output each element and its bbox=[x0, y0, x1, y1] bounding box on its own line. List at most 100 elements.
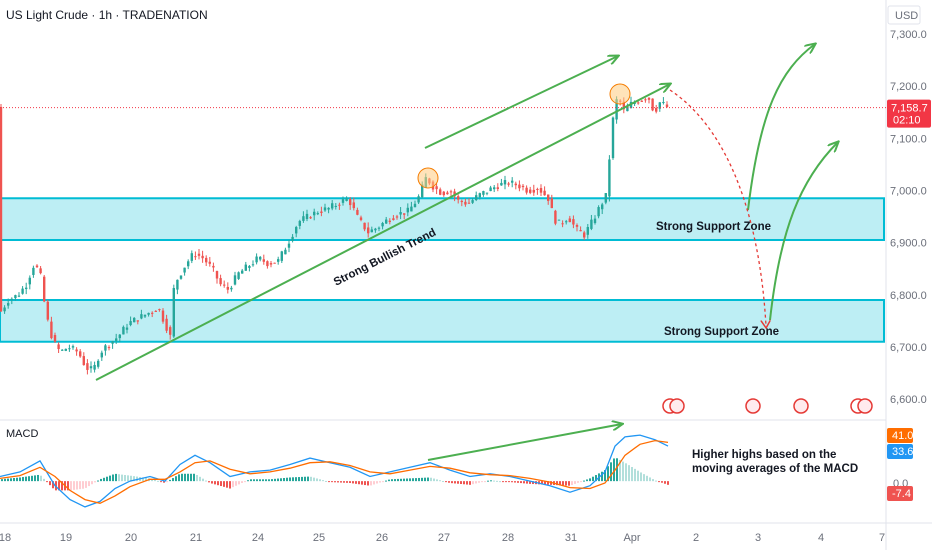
candle-body bbox=[122, 326, 125, 335]
histogram-bar bbox=[286, 477, 288, 482]
histogram-bar bbox=[418, 477, 420, 482]
us-flag-event-icon[interactable] bbox=[669, 398, 685, 414]
candle-body bbox=[439, 189, 442, 195]
histogram-bar bbox=[100, 478, 102, 482]
histogram-bar bbox=[94, 481, 96, 483]
time-tick-label: Apr bbox=[623, 532, 640, 544]
candle-body bbox=[496, 187, 499, 189]
candle-body bbox=[154, 310, 157, 312]
currency-box[interactable] bbox=[887, 5, 921, 25]
macd-higher-high-arrow[interactable] bbox=[427, 424, 622, 461]
trend-arrow-upper[interactable] bbox=[424, 56, 618, 149]
histogram-bar bbox=[271, 479, 273, 482]
histogram-bar bbox=[199, 476, 201, 482]
histogram-bar bbox=[415, 478, 417, 482]
candle-body bbox=[295, 227, 298, 234]
histogram-bar bbox=[478, 481, 480, 483]
candle-body bbox=[467, 202, 471, 204]
histogram-bar bbox=[373, 481, 375, 485]
histogram-bar bbox=[460, 481, 462, 484]
histogram-bar bbox=[385, 480, 387, 482]
histogram-bar bbox=[631, 467, 633, 482]
projection-arrow-lower[interactable] bbox=[769, 142, 838, 321]
histogram-bar bbox=[220, 481, 222, 487]
candle-body bbox=[233, 275, 237, 285]
histogram-bar bbox=[526, 481, 528, 484]
histogram-bar bbox=[145, 477, 147, 482]
histogram-bar bbox=[337, 481, 339, 483]
histogram-bar bbox=[514, 481, 516, 483]
projected-drop-path[interactable] bbox=[669, 89, 766, 326]
histogram-bar bbox=[313, 477, 315, 482]
histogram-bar bbox=[343, 481, 345, 483]
candle-body bbox=[230, 287, 233, 290]
candle-body bbox=[226, 286, 229, 290]
histogram-bar bbox=[382, 481, 384, 483]
time-tick-label: 26 bbox=[376, 532, 388, 544]
histogram-bar bbox=[253, 479, 255, 482]
histogram-bar bbox=[643, 474, 645, 482]
price-axis[interactable]: 7,300.0 7,200.0 7,100.0 7,000.0 6,900.0 6,800… bbox=[890, 29, 927, 406]
time-tick-label: 27 bbox=[438, 532, 450, 544]
economic-events[interactable] bbox=[662, 398, 873, 414]
histogram-bar bbox=[622, 461, 624, 482]
histogram-bar bbox=[619, 459, 621, 482]
candle-body bbox=[313, 211, 316, 216]
histogram-bar bbox=[412, 478, 414, 482]
candle-body bbox=[647, 97, 651, 100]
histogram-bar bbox=[628, 465, 630, 482]
candle-body bbox=[32, 267, 35, 275]
candle-body bbox=[197, 253, 201, 256]
histogram-bar bbox=[607, 466, 609, 482]
histogram-bar bbox=[46, 481, 48, 483]
support-zone-upper-label: Strong Support Zone bbox=[656, 221, 771, 233]
histogram-bar bbox=[649, 477, 651, 482]
candle-body bbox=[133, 317, 136, 323]
last-price-value: 7,158.7 bbox=[891, 103, 928, 115]
candle-body bbox=[507, 183, 510, 185]
candle-body bbox=[125, 327, 129, 330]
us-flag-event-icon[interactable] bbox=[857, 398, 873, 414]
histogram-bar bbox=[172, 478, 174, 482]
us-flag-event-icon[interactable] bbox=[745, 398, 761, 414]
time-axis[interactable]: 18 19 20 21 24 25 26 27 28 31 Apr 2 3 4 7 bbox=[0, 532, 885, 544]
histogram-bar bbox=[487, 480, 489, 482]
projection-arrow-upper[interactable] bbox=[747, 44, 815, 211]
histogram-bar bbox=[277, 478, 279, 482]
candle-body bbox=[586, 227, 589, 235]
candle-body bbox=[593, 218, 597, 224]
time-tick-label: 25 bbox=[313, 532, 325, 544]
histogram-bar bbox=[73, 481, 75, 490]
candle-body bbox=[446, 192, 449, 195]
histogram-bar bbox=[160, 481, 162, 483]
candle-body bbox=[658, 102, 661, 109]
histogram-bar bbox=[445, 481, 447, 483]
histogram-bar bbox=[208, 481, 210, 483]
price-tick-label: 7,300.0 bbox=[890, 29, 927, 41]
histogram-bar bbox=[520, 481, 522, 484]
candle-body bbox=[539, 188, 543, 193]
macd-pane[interactable] bbox=[0, 420, 886, 523]
histogram-bar bbox=[505, 481, 507, 483]
candle-body bbox=[7, 303, 10, 306]
candle-body bbox=[223, 284, 226, 286]
histogram-bar bbox=[667, 481, 669, 485]
price-tick-label: 7,100.0 bbox=[890, 133, 927, 145]
histogram-bar bbox=[541, 481, 543, 485]
price-tick-label: 7,000.0 bbox=[890, 185, 927, 197]
candle-body bbox=[615, 99, 618, 120]
time-tick-label: 28 bbox=[502, 532, 514, 544]
histogram-bar bbox=[346, 481, 348, 483]
candle-body bbox=[464, 201, 467, 205]
histogram-bar bbox=[133, 476, 135, 482]
histogram-bar bbox=[193, 473, 195, 482]
candle-body bbox=[100, 352, 103, 358]
trend-line[interactable] bbox=[95, 84, 670, 381]
histogram-bar bbox=[19, 477, 21, 482]
time-tick-label: 3 bbox=[755, 532, 761, 544]
us-flag-event-icon[interactable] bbox=[793, 398, 809, 414]
histogram-bar bbox=[580, 481, 582, 483]
histogram-bar bbox=[427, 477, 429, 482]
candle-body bbox=[0, 106, 3, 312]
